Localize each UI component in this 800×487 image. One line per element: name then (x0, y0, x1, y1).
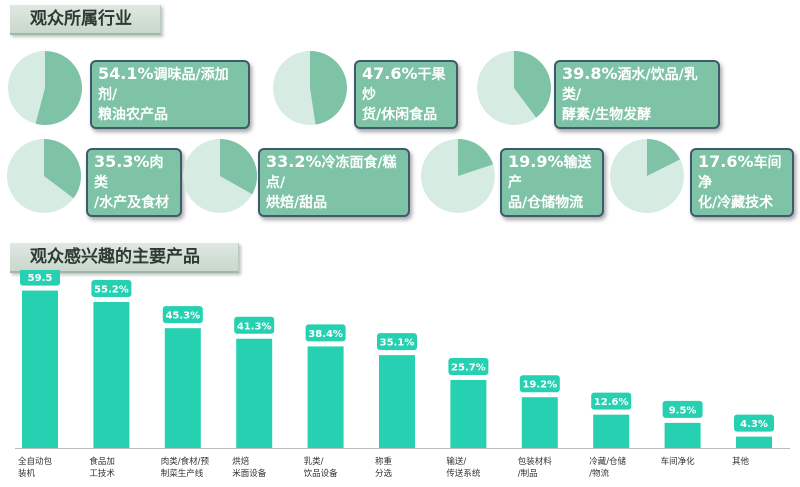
pie-percent: 47.6% (362, 64, 418, 83)
pie-category: 肉类 /水产及食材 (94, 155, 170, 211)
bar (593, 414, 630, 448)
section-title-industry: 观众所属行业 (10, 5, 161, 35)
bar-value-label: 35.1% (380, 338, 415, 349)
pie-chart (183, 139, 257, 213)
pie-slice (44, 139, 82, 199)
bar (164, 328, 201, 448)
bar (664, 422, 701, 448)
pie-category: 酒水/饮品/乳类/ 酵素/生物发酵 (562, 67, 698, 123)
pie-label: 35.3%肉类 /水产及食材 (86, 148, 182, 217)
pie-percent: 17.6% (698, 152, 754, 171)
pie-slice (514, 51, 551, 118)
pie-category: 车间净 化/冷藏技术 (698, 155, 782, 211)
pie-label: 54.1%调味品/添加剂/ 粮油农产品 (90, 60, 250, 129)
bar-value-box (591, 392, 632, 410)
pie-percent: 33.2% (266, 152, 322, 171)
pie-percent: 35.3% (94, 152, 150, 171)
pie-category: 干果炒 货/休闲食品 (362, 67, 446, 123)
bar-category-label: 乳类/ 饮品设备 (303, 457, 338, 479)
bar-value-box (377, 333, 417, 351)
pie-label: 47.6%干果炒 货/休闲食品 (354, 60, 458, 129)
products-bar-chart: 59.5 55.2% 45.3% 41.3% 38.4% 35.1% 25.7% 19.2% 1… (15, 270, 790, 449)
bar-category-label: 车间净化 (660, 457, 695, 467)
pie-label: 19.9%输送产 品/仓储物流 (500, 148, 604, 217)
bar (307, 346, 344, 448)
bar-category-label: 全自动包 装机 (18, 457, 53, 479)
bar-value-box (662, 400, 703, 418)
bar (450, 380, 487, 448)
bar-value-label: 55.2% (94, 284, 129, 295)
bar-category-label: 包装材料 /制品 (517, 457, 552, 479)
bar-category-label: 称重 分选 (375, 457, 393, 479)
pie-slice (220, 139, 257, 195)
bar-value-label: 19.2% (522, 380, 557, 391)
bar-value-label: 59.5 (28, 273, 53, 284)
bar (521, 397, 558, 448)
pie-percent: 39.8% (562, 64, 618, 83)
bar-value-box (162, 306, 203, 324)
pie-slice (310, 51, 348, 125)
pie-label: 39.8%酒水/饮品/乳类/ 酵素/生物发酵 (554, 60, 720, 129)
bar-category-label: 烘焙 米面设备 (232, 457, 267, 479)
bar-value-box (448, 358, 489, 376)
bar (93, 301, 130, 448)
bar-value-label: 9.5% (669, 405, 697, 416)
pie-label: 33.2%冷冻面食/糕点/ 烘焙/甜品 (258, 148, 410, 217)
bar-value-label: 41.3% (237, 321, 272, 332)
bar-value-box (234, 316, 275, 334)
bar-value-label: 38.4% (308, 329, 343, 340)
pie-chart (273, 51, 348, 125)
bar-value-box (305, 324, 346, 342)
bar (736, 436, 772, 448)
bar-value-box (20, 270, 60, 286)
pie-chart (477, 51, 551, 125)
bar-category-label: 食品加 工技术 (89, 457, 115, 479)
bar (22, 290, 58, 448)
bar-value-box (734, 414, 774, 432)
pie-chart (8, 51, 82, 125)
bar-value-box (91, 279, 132, 297)
bar (236, 338, 273, 448)
pie-slice (35, 51, 82, 125)
pie-percent: 19.9% (508, 152, 564, 171)
bar-value-box (519, 375, 560, 393)
bar-value-label: 45.3% (165, 311, 200, 322)
bar (379, 355, 415, 448)
pie-percent: 54.1% (98, 64, 154, 83)
pie-slice (458, 139, 494, 176)
pie-category: 调味品/添加剂/ 粮油农产品 (98, 67, 229, 123)
pie-category: 冷冻面食/糕点/ 烘焙/甜品 (266, 155, 397, 211)
pie-chart (610, 139, 684, 213)
pie-label: 17.6%车间净 化/冷藏技术 (690, 148, 794, 217)
section-title-products: 观众感兴趣的主要产品 (10, 243, 239, 273)
bar-category-label: 输送/ 传送系统 (446, 457, 481, 479)
bar-value-label: 4.3% (740, 419, 768, 430)
bar-value-label: 12.6% (594, 397, 629, 408)
bar-category-label: 其他 (732, 457, 750, 467)
pie-slice (647, 139, 681, 176)
pie-category: 输送产 品/仓储物流 (508, 155, 592, 211)
pie-chart (7, 139, 82, 213)
bar-category-label: 冷藏/仓储 /物流 (589, 457, 627, 479)
bar-category-label: 肉类/食材/预 制菜生产线 (160, 457, 210, 479)
bar-value-label: 25.7% (451, 363, 486, 374)
pie-chart (421, 139, 495, 213)
